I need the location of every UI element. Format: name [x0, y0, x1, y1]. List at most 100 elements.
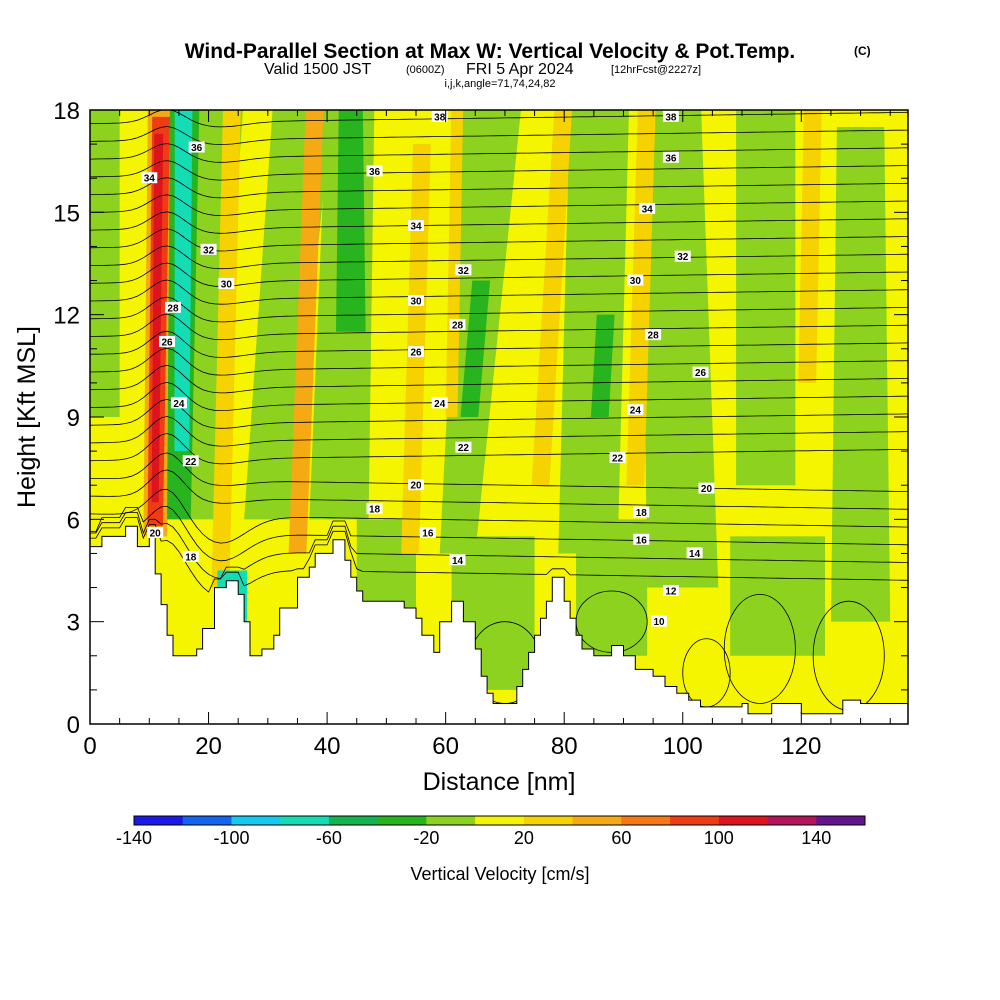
updraft-streak: [445, 110, 464, 417]
colorbar-swatch: [328, 816, 379, 825]
colorbar-tick-label: -60: [316, 828, 342, 848]
theta-label-box: [692, 366, 709, 378]
theta-contour: [90, 160, 908, 181]
theta-label: 26: [161, 337, 173, 348]
theta-label-box: [366, 165, 383, 177]
colorbar-tick-label: 60: [611, 828, 631, 848]
theta-contour: [90, 296, 908, 323]
colorbar-tick-label: 140: [801, 828, 831, 848]
theta-label-box: [449, 554, 466, 566]
x-tick-label: 0: [83, 733, 96, 760]
theta-label: 18: [636, 508, 648, 519]
theta-label-box: [159, 335, 176, 347]
theta-label: 28: [167, 303, 179, 314]
theta-label: 34: [144, 174, 156, 185]
theta-label: 34: [642, 204, 654, 215]
theta-label: 24: [173, 399, 185, 410]
theta-contour: [723, 593, 796, 704]
theta-label-box: [633, 506, 650, 518]
downdraft-region: [356, 519, 417, 622]
downdraft-region: [641, 110, 719, 588]
theta-label-box: [651, 615, 668, 627]
theta-label-box: [633, 533, 650, 545]
theta-contour: [90, 505, 908, 562]
theta-label-box: [218, 277, 235, 289]
theta-label-box: [455, 264, 472, 276]
x-tick-label: 100: [663, 733, 703, 760]
theta-contour: [90, 194, 908, 216]
theta-label: 22: [185, 457, 197, 468]
subtitle-valid: Valid 1500 JST: [264, 61, 372, 78]
theta-label-box: [408, 219, 425, 231]
theta-label: 36: [369, 167, 381, 178]
theta-contour-labels: 38 38 36 36 36 34 34 34 32 32 32 30 30 30 28 28 28 26 26 26…: [141, 110, 715, 628]
colorbar-frame: [133, 815, 866, 826]
theta-label: 28: [452, 320, 464, 331]
downdraft-core: [335, 110, 366, 332]
downdraft-region: [830, 127, 891, 622]
downdraft-region: [736, 110, 796, 486]
theta-label-box: [200, 243, 217, 255]
x-tick-label: 40: [314, 733, 341, 760]
theta-label-box: [662, 584, 679, 596]
colorbar-swatch: [816, 816, 866, 825]
theta-contour: [90, 517, 908, 593]
theta-label: 22: [612, 453, 624, 464]
downdraft-region: [90, 110, 120, 417]
theta-label-box: [662, 110, 679, 122]
y-tick-label: 15: [53, 200, 80, 227]
colorbar-swatch: [767, 816, 817, 825]
theta-label-box: [164, 301, 181, 313]
colorbar-tick-label: -140: [116, 828, 152, 848]
theta-label: 14: [689, 549, 701, 560]
colorbar-label: Vertical Velocity [cm/s]: [410, 864, 589, 884]
y-tick-label: 6: [67, 507, 80, 534]
terrain-mask: [90, 525, 908, 724]
updraft-streak: [798, 110, 822, 383]
theta-label: 18: [185, 552, 197, 563]
chart-title-unit: (C): [854, 44, 871, 58]
theta-contour: [90, 143, 908, 163]
theta-label: 34: [410, 221, 422, 232]
theta-label-box: [147, 526, 164, 538]
theta-label-box: [662, 151, 679, 163]
theta-contour: [90, 452, 908, 492]
colorbar-tick-label: 100: [704, 828, 734, 848]
theta-label: 16: [422, 528, 434, 539]
theta-contour: [90, 279, 908, 305]
y-tick-label: 12: [53, 303, 80, 330]
x-axis-label: Distance [nm]: [423, 768, 576, 796]
y-axis-label: Height [Kft MSL]: [13, 326, 41, 508]
chart-title-group: Wind-Parallel Section at Max W: Vertical…: [185, 40, 871, 90]
theta-label-box: [408, 479, 425, 491]
colorbar-swatch: [475, 816, 525, 825]
theta-contour: [90, 488, 908, 544]
y-tick-label: 3: [67, 610, 80, 637]
theta-label-box: [419, 526, 436, 538]
colorbar-tick-label: -20: [413, 828, 439, 848]
theta-contour: [90, 313, 908, 341]
theta-label: 22: [458, 443, 470, 454]
colorbar-swatch: [426, 816, 476, 825]
theta-contour: [90, 398, 908, 429]
theta-label: 36: [665, 153, 677, 164]
theta-label-box: [431, 110, 448, 122]
theta-label: 30: [410, 297, 422, 308]
theta-label: 38: [434, 112, 446, 123]
subtitle-ijk: i,j,k,angle=71,74,24,82: [444, 78, 555, 90]
theta-label: 26: [410, 348, 422, 359]
theta-label-box: [698, 482, 715, 494]
theta-label-box: [408, 346, 425, 358]
theta-label-box: [182, 550, 199, 562]
colorbar-swatch: [670, 816, 720, 825]
theta-label: 24: [630, 406, 642, 417]
theta-label-box: [609, 451, 626, 463]
colorbar-swatch: [621, 816, 671, 825]
theta-label: 20: [701, 484, 713, 495]
theta-label: 20: [410, 481, 422, 492]
theta-label: 32: [458, 266, 470, 277]
theta-label-box: [188, 141, 205, 153]
updraft-streak: [288, 110, 324, 554]
